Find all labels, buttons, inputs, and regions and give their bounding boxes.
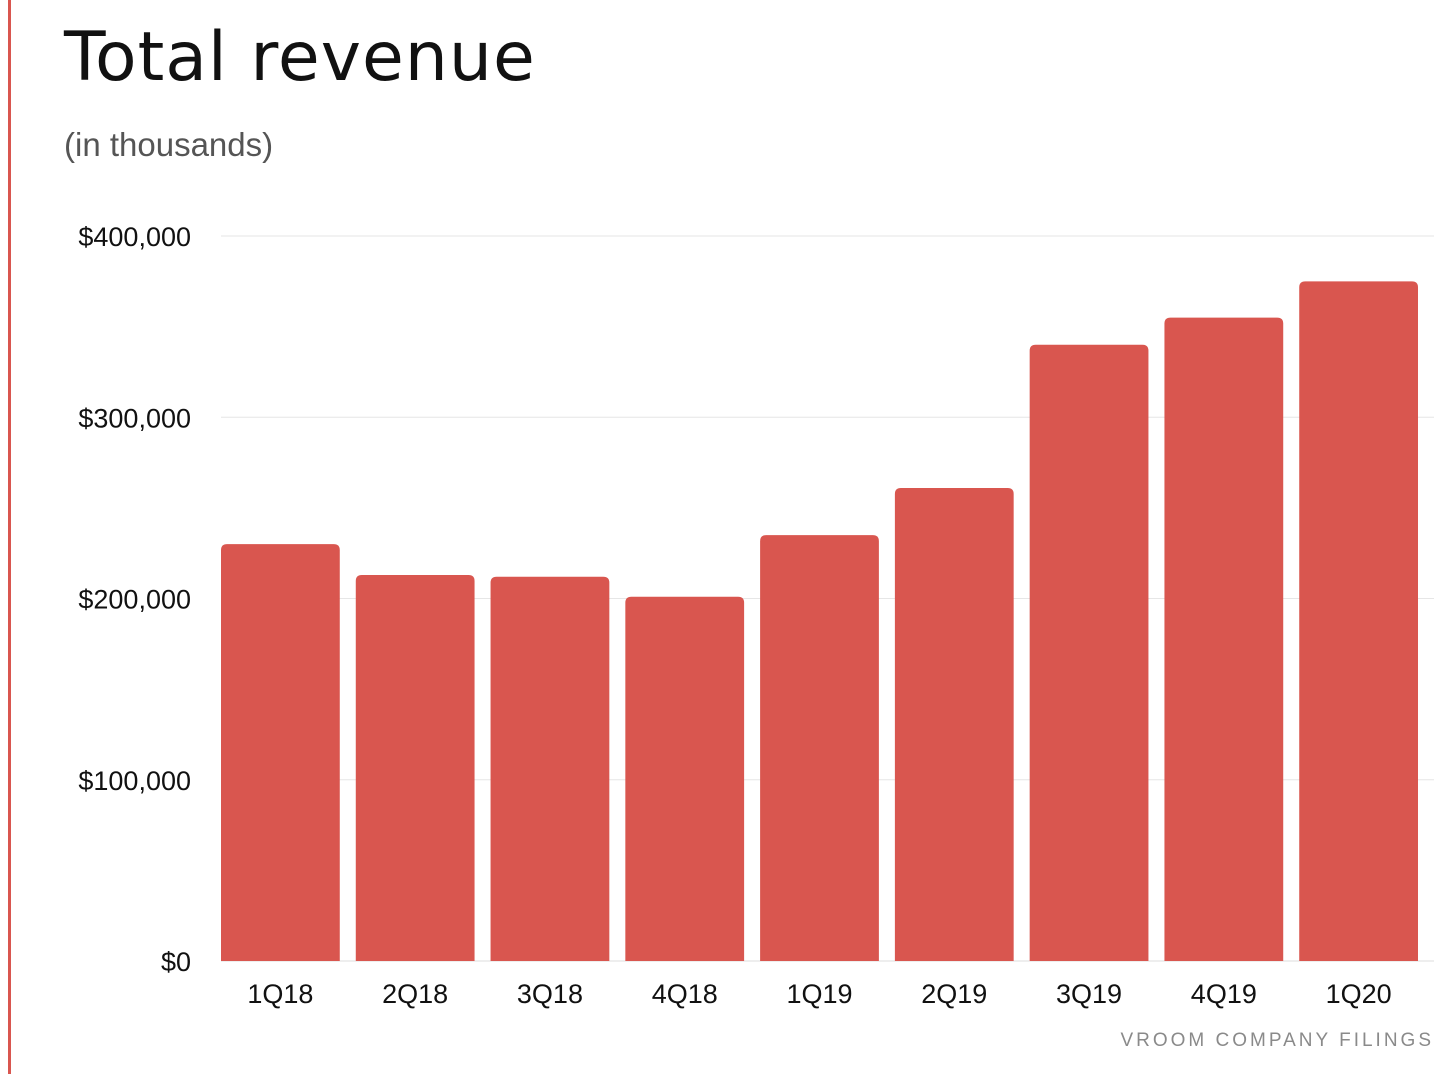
bar-1q19 xyxy=(760,535,879,961)
left-accent-bar xyxy=(8,0,11,1074)
x-tick-label: 1Q18 xyxy=(247,979,313,1009)
chart-subtitle: (in thousands) xyxy=(64,126,274,163)
x-tick-label: 4Q18 xyxy=(652,979,718,1009)
bars xyxy=(221,281,1418,961)
bar-2q19 xyxy=(894,487,1014,961)
x-tick-label: 1Q20 xyxy=(1326,979,1392,1009)
y-axis-ticks: $0 $100,000 $200,000 $300,000 $400,000 xyxy=(78,222,191,977)
y-tick-label: $200,000 xyxy=(78,585,191,615)
x-tick-label: 4Q19 xyxy=(1191,979,1257,1009)
x-tick-label: 3Q19 xyxy=(1056,979,1122,1009)
bar-3q18 xyxy=(490,576,610,961)
bar-1q18 xyxy=(221,544,340,961)
y-tick-label: $0 xyxy=(161,947,191,977)
x-tick-label: 1Q19 xyxy=(786,979,852,1009)
x-tick-label: 3Q18 xyxy=(517,979,583,1009)
y-tick-label: $400,000 xyxy=(78,222,191,252)
bar-1q20 xyxy=(1299,281,1418,961)
bar-4q18 xyxy=(625,596,745,961)
y-tick-label: $300,000 xyxy=(78,403,191,433)
bar-3q19 xyxy=(1029,344,1149,961)
source-credit: VROOM COMPANY FILINGS xyxy=(1120,1030,1434,1051)
x-tick-label: 2Q18 xyxy=(382,979,448,1009)
bar-4q19 xyxy=(1164,317,1284,961)
x-axis-ticks: 1Q18 2Q18 3Q18 4Q18 1Q19 2Q19 3Q19 4Q19 1Q20 xyxy=(247,979,1391,1009)
x-tick-label: 2Q19 xyxy=(921,979,987,1009)
chart-title: Total revenue xyxy=(64,18,536,97)
bar-2q18 xyxy=(355,574,475,961)
y-tick-label: $100,000 xyxy=(78,766,191,796)
